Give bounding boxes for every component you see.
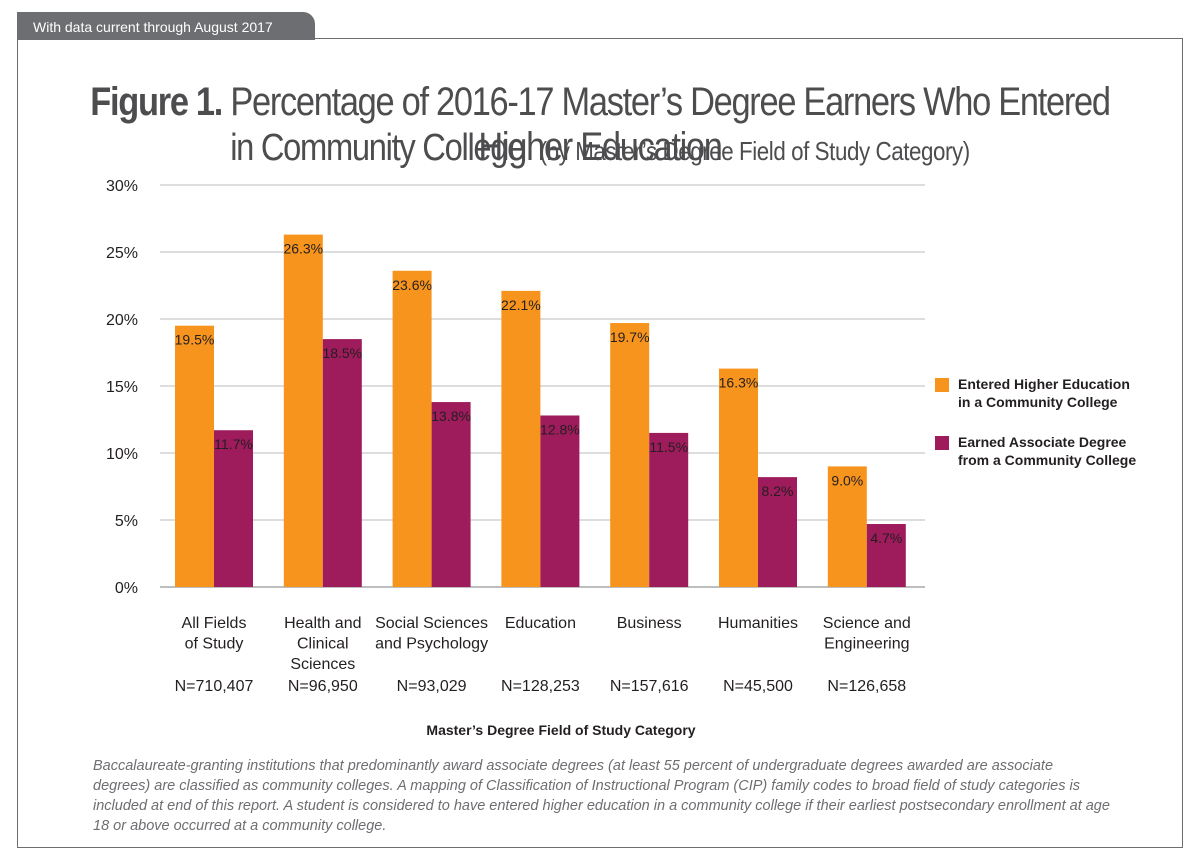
bar-earned [214, 430, 253, 587]
y-tick-label: 10% [106, 446, 138, 463]
x-category-label: Humanities [718, 615, 798, 632]
bar-entered [392, 270, 432, 587]
bar-data-label: 8.2% [762, 483, 794, 499]
x-category-label: Sciences [290, 656, 355, 673]
figure-frame [17, 38, 1183, 848]
x-category-label: and Psychology [375, 636, 488, 653]
legend-swatch-earned [935, 436, 949, 450]
bar-data-label: 18.5% [322, 345, 362, 361]
bar-earned [431, 402, 471, 587]
y-tick-label: 25% [106, 245, 138, 262]
x-category-label: Health and [284, 615, 361, 632]
x-category-label: Business [617, 615, 682, 632]
y-tick-label: 0% [115, 580, 138, 597]
x-category-n: N=45,500 [723, 678, 793, 695]
bar-earned [758, 477, 797, 587]
x-category-n: N=128,253 [501, 678, 580, 695]
x-category-label: Social Sciences [375, 615, 488, 632]
bar-earned [649, 432, 689, 587]
x-category-label: Education [505, 615, 576, 632]
x-category-n: N=157,616 [610, 678, 689, 695]
chart-title-line2: in Community College (by Master’s Degree… [84, 127, 1116, 170]
bar-entered [610, 323, 650, 587]
bar-data-label: 16.3% [719, 375, 759, 391]
legend-item-earned: Earned Associate Degree from a Community… [935, 433, 1155, 469]
bar-earned [866, 524, 906, 587]
bar-data-label: 12.8% [540, 421, 580, 437]
legend-item-entered: Entered Higher Education in a Community … [935, 375, 1155, 411]
bar-data-label: 26.3% [283, 241, 323, 257]
x-category-label: Engineering [824, 636, 909, 653]
x-category-n: N=93,029 [397, 678, 467, 695]
bar-data-label: 23.6% [392, 277, 432, 293]
title-subtitle: (by Master’s Degree Field of Study Categ… [539, 136, 971, 166]
title-main-cont: in Community College [230, 127, 525, 169]
bar-data-label: 11.5% [649, 439, 688, 455]
bar-entered [719, 368, 758, 587]
y-tick-label: 15% [106, 379, 138, 396]
bar-entered [827, 466, 867, 587]
x-category-label: Science and [823, 615, 911, 632]
legend-label-entered: Entered Higher Education in a Community … [958, 376, 1130, 410]
chart-legend: Entered Higher Education in a Community … [935, 375, 1155, 491]
bar-data-label: 13.8% [431, 408, 471, 424]
bar-data-label: 22.1% [501, 297, 541, 313]
y-tick-label: 20% [106, 312, 138, 329]
y-tick-label: 5% [115, 513, 138, 530]
x-category-n: N=126,658 [827, 678, 906, 695]
data-currency-tab: With data current through August 2017 [17, 12, 315, 40]
figure-label: Figure 1. [90, 80, 223, 124]
x-category-n: N=96,950 [288, 678, 358, 695]
footnote: Baccalaureate-granting institutions that… [93, 758, 1110, 834]
bar-data-label: 11.7% [214, 436, 253, 452]
bar-entered [501, 290, 541, 587]
bar-data-label: 19.7% [610, 329, 650, 345]
legend-swatch-entered [935, 378, 949, 392]
x-category-label: All Fields [182, 615, 247, 632]
bar-data-label: 19.5% [175, 332, 215, 348]
x-axis-title: Master’s Degree Field of Study Category [426, 722, 696, 738]
bar-earned [540, 415, 580, 587]
x-category-label: of Study [185, 636, 244, 653]
title-main: Percentage of 2016-17 Master’s Degree Ea… [230, 80, 1111, 169]
x-category-label: Clinical [297, 636, 349, 653]
bar-entered [283, 234, 323, 587]
chart-title-line1: Figure 1. Percentage of 2016-17 Master’s… [84, 80, 1116, 170]
x-category-n: N=710,407 [175, 678, 254, 695]
bar-earned [322, 339, 362, 587]
bar-data-label: 4.7% [870, 530, 902, 546]
legend-label-earned: Earned Associate Degree from a Community… [958, 434, 1137, 468]
y-tick-label: 30% [106, 178, 138, 195]
bar-entered [175, 325, 214, 587]
bar-data-label: 9.0% [831, 472, 863, 488]
